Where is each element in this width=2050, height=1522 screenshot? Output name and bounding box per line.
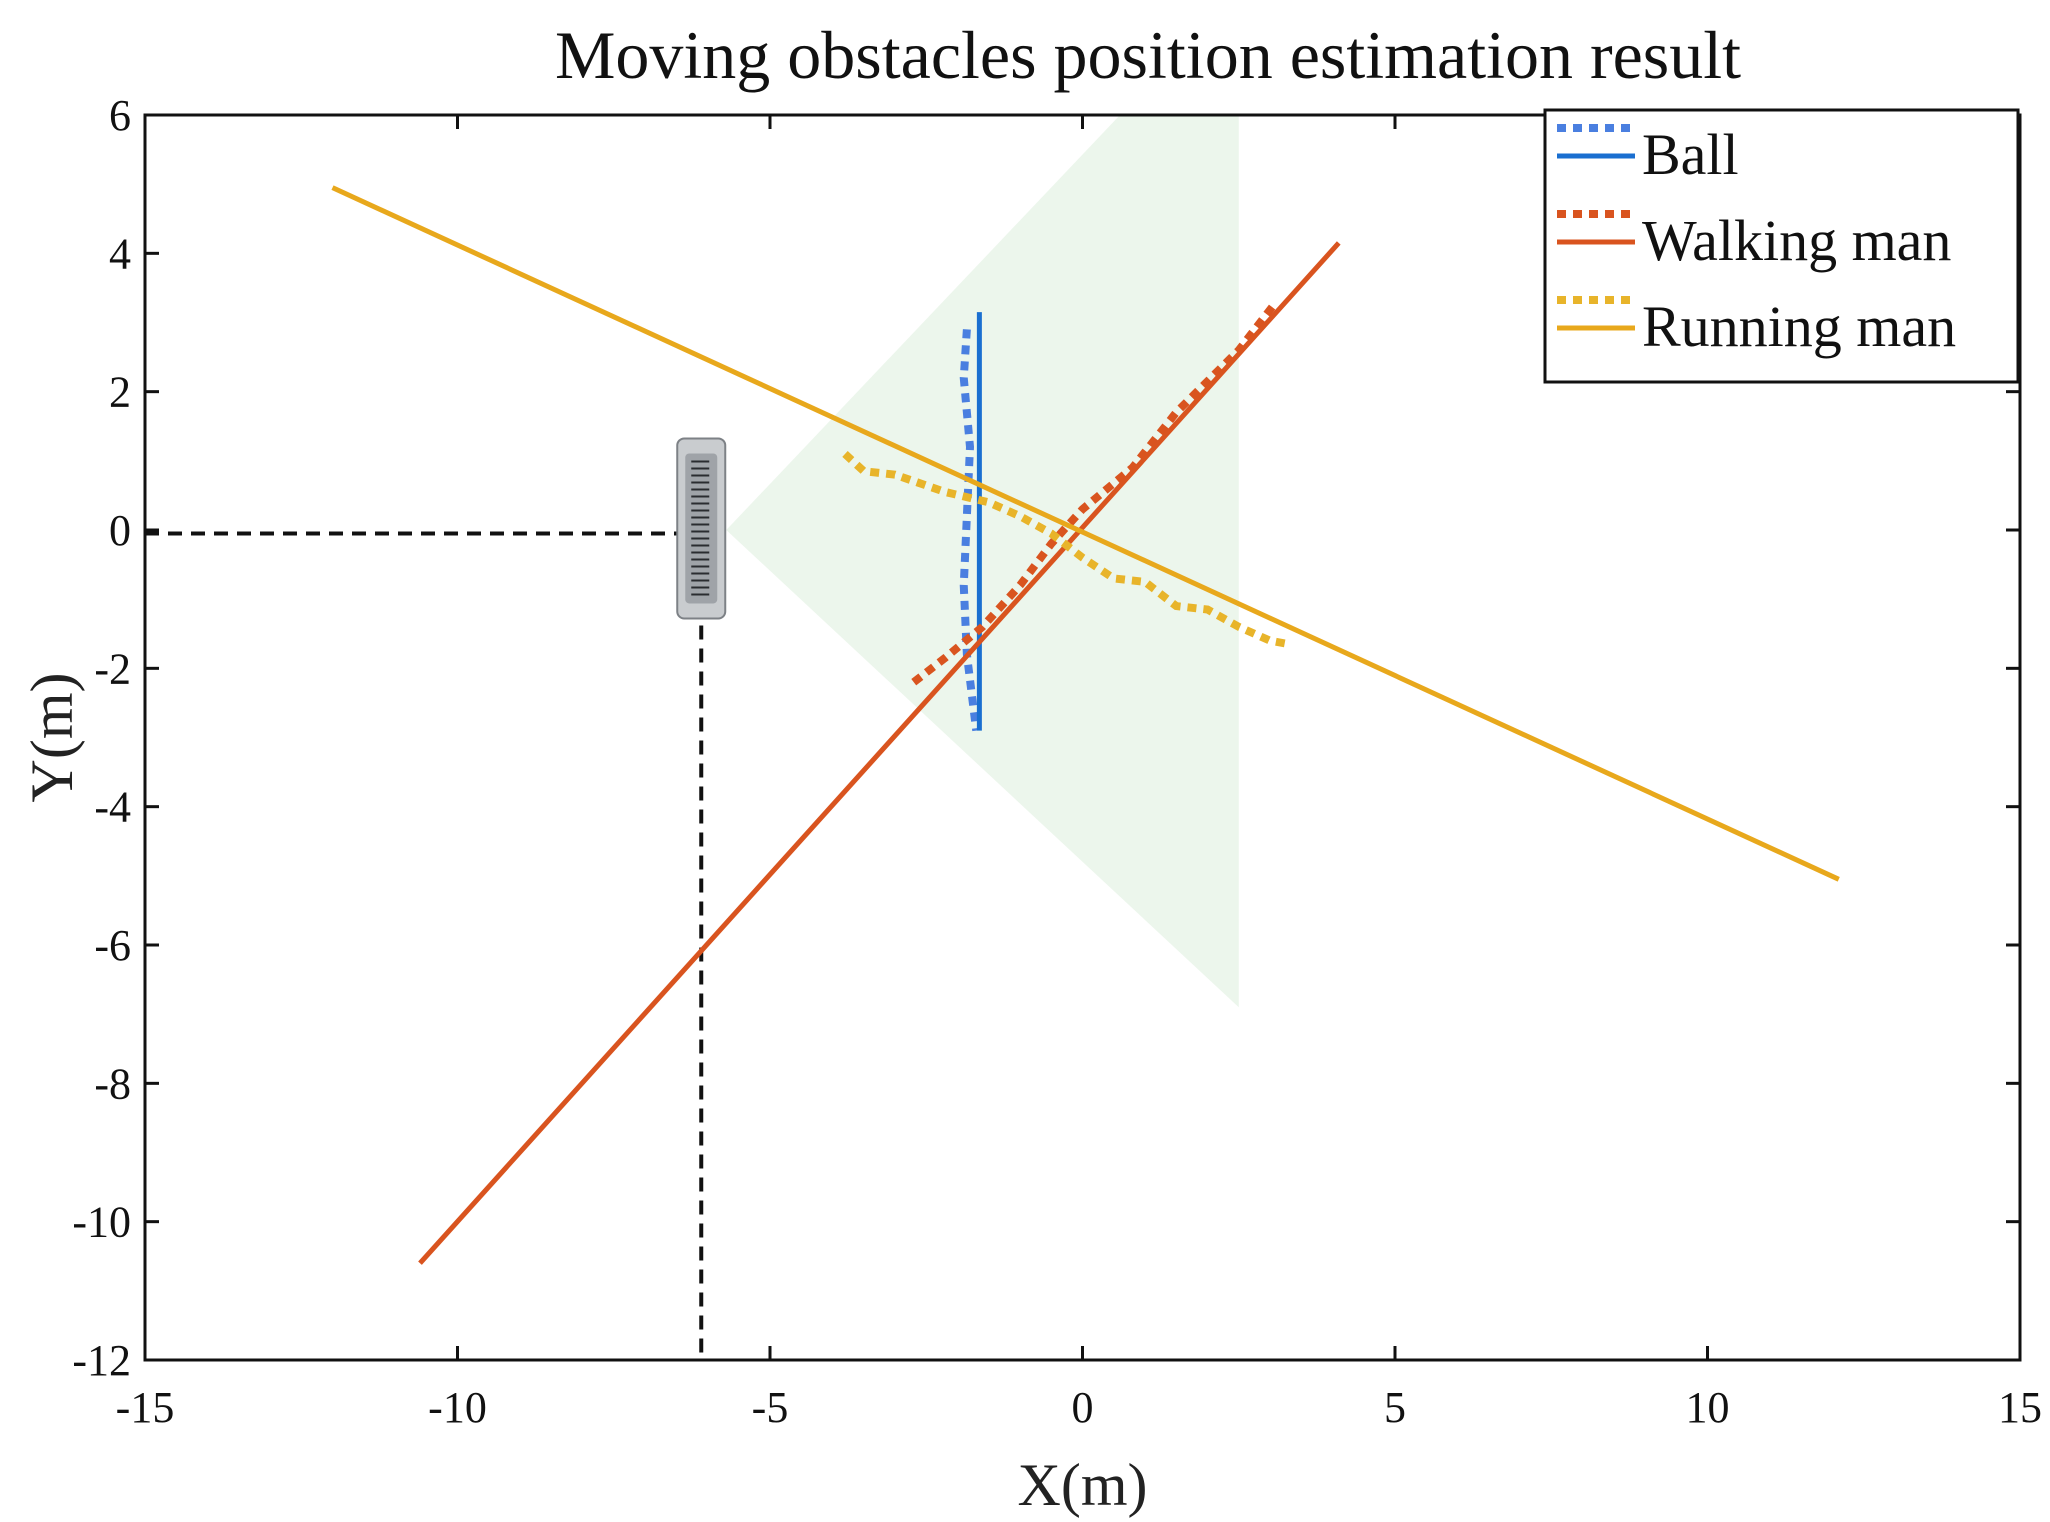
plot-area	[145, 115, 1840, 1360]
y-tick-label: -6	[94, 921, 131, 970]
series-layer	[331, 185, 1840, 1265]
x-tick-label: -5	[752, 1383, 789, 1432]
running-man-true-line	[331, 185, 1840, 882]
y-tick-label: 6	[109, 91, 131, 140]
walking-man-true-line	[418, 241, 1341, 1265]
y-tick-label: 0	[109, 506, 131, 555]
running-man-estimated-line	[842, 450, 1290, 649]
x-tick-label: 5	[1384, 1383, 1406, 1432]
y-tick-label: -4	[94, 783, 131, 832]
radar-sensor-icon	[676, 437, 727, 620]
y-tick-label: -12	[72, 1336, 131, 1385]
x-tick-label: 10	[1686, 1383, 1730, 1432]
y-tick-label: -10	[72, 1198, 131, 1247]
y-tick-label: -8	[94, 1059, 131, 1108]
chart-title: Moving obstacles position estimation res…	[555, 17, 1741, 93]
legend-ball-label: Ball	[1642, 122, 1739, 187]
legend-walking-man-label: Walking man	[1642, 208, 1951, 273]
x-tick-label: 0	[1072, 1383, 1094, 1432]
x-tick-label: -15	[116, 1383, 175, 1432]
legend: Ball Walking man Running man	[1543, 108, 2020, 384]
x-tick-label: -10	[428, 1383, 487, 1432]
y-tick-label: -2	[94, 644, 131, 693]
x-axis-label: X(m)	[1018, 1452, 1148, 1518]
sensor-field-of-view	[726, 115, 1239, 1008]
y-tick-label: 2	[109, 368, 131, 417]
sensor-guide-lines	[145, 531, 704, 1360]
x-tick-label: 15	[1998, 1383, 2042, 1432]
axis-ticks: -15 -10 -5 0 5 10 15 6 4 2 0 -2 -4 -6 -8 -10 -12	[72, 91, 2042, 1432]
y-tick-label: 4	[109, 229, 131, 278]
y-axis-label: Y(m)	[19, 673, 85, 803]
legend-running-man-label: Running man	[1642, 294, 1956, 359]
walking-man-estimated-line	[911, 299, 1280, 686]
